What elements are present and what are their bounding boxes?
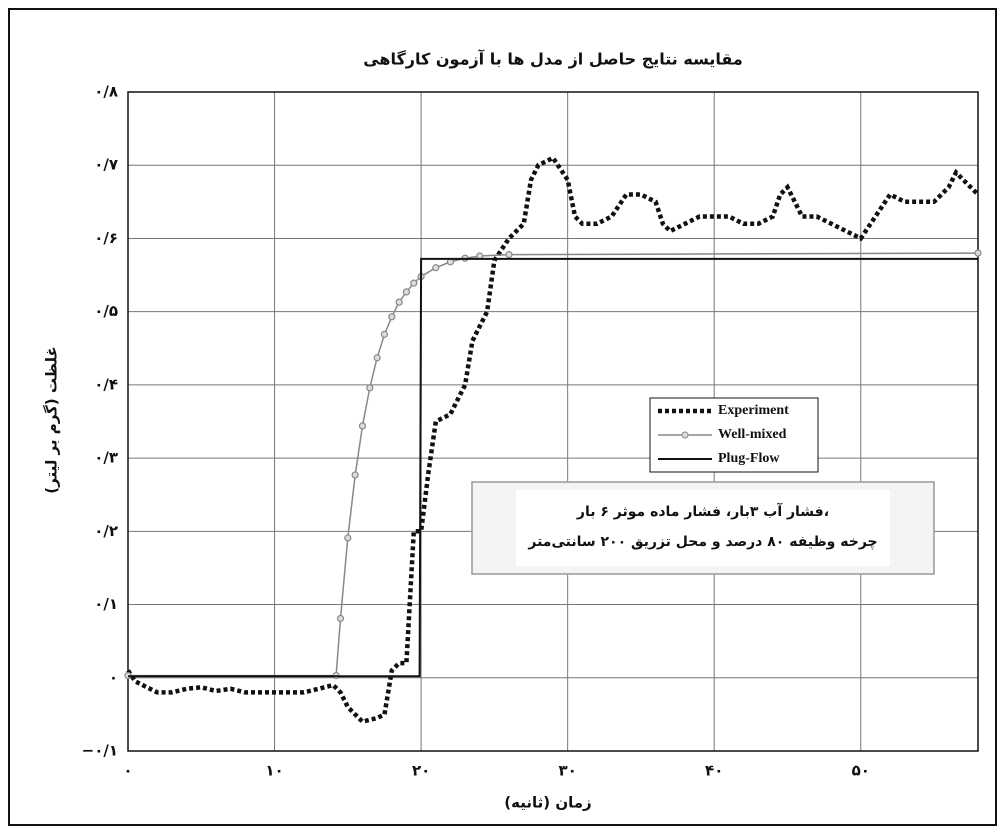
y-tick-label: ۰/۸ [94, 83, 118, 101]
y-tick-label: ۰/۷ [94, 156, 118, 174]
x-tick-label: ۰ [123, 762, 132, 780]
y-tick-label: ۰/۲ [94, 522, 118, 540]
annotation-text: فشار آب ۳بار، فشار ماده موثر ۶ بار، [576, 502, 829, 520]
x-tick-label: ۴۰ [705, 762, 723, 780]
annotation-text: چرخه وظیفه ۸۰ درصد و محل تزریق ۲۰۰ سانتی… [527, 534, 877, 550]
annotation-inner [516, 490, 890, 566]
marker [373, 354, 381, 362]
y-tick-label: ۰/۱ [94, 595, 118, 613]
legend-label: Plug-Flow [718, 451, 780, 466]
marker [410, 279, 418, 287]
frame [8, 8, 997, 826]
y-tick-label: ۰/۴ [94, 375, 118, 393]
marker [395, 298, 403, 306]
x-tick-label: ۱۰ [265, 762, 283, 780]
series-line [128, 257, 978, 678]
x-axis-label: زمان (ثانیه) [504, 794, 591, 812]
plot-border [127, 91, 979, 752]
marker [358, 422, 367, 430]
marker [351, 471, 359, 479]
x-tick-label: ۳۰ [558, 762, 576, 780]
marker [366, 384, 374, 392]
y-tick-label: ۰/۵ [94, 302, 118, 320]
marker [388, 313, 396, 321]
marker [974, 249, 982, 257]
chart-title: مقایسه نتایج حاصل از مدل ها با آزمون کار… [363, 49, 743, 69]
y-tick-label: ۰/۶ [94, 229, 118, 247]
marker [336, 614, 345, 623]
marker [432, 264, 440, 272]
x-tick-label: ۲۰ [412, 762, 430, 780]
y-tick-label: ۰/۳ [94, 449, 118, 467]
marker [344, 534, 352, 542]
y-tick-label: ۰ [109, 668, 118, 686]
series-line [128, 252, 979, 677]
legend-label: Well-mixed [718, 427, 787, 442]
legend-marker [681, 431, 689, 439]
y-axis-label: غلظت (گرم بر لیتر) [43, 346, 61, 493]
legend-label: Experiment [718, 403, 789, 418]
series-line [126, 155, 980, 725]
marker [402, 288, 411, 296]
marker [380, 330, 389, 338]
x-tick-label: ۵۰ [852, 762, 870, 780]
marker [505, 250, 513, 259]
y-tick-label: −۰/۱ [82, 742, 118, 760]
